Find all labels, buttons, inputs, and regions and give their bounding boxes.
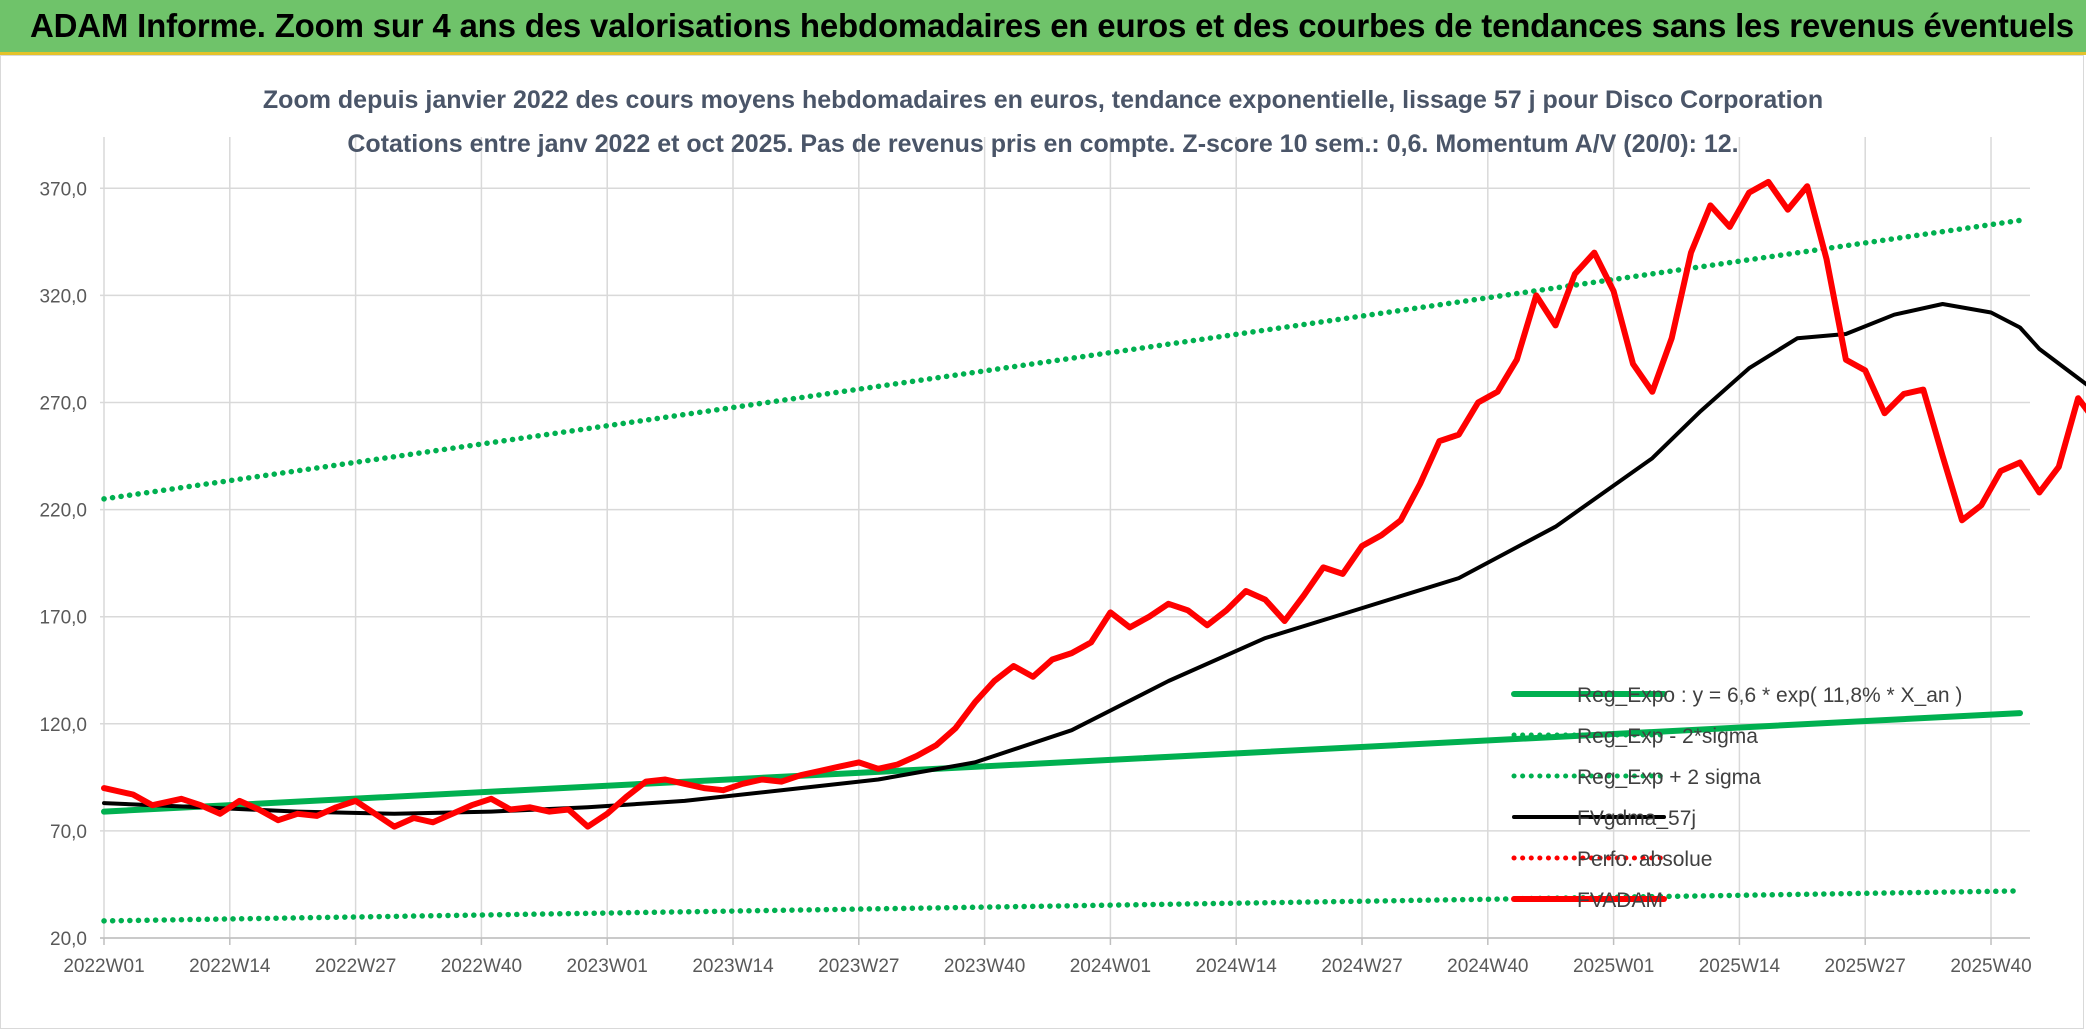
y-axis-ticks: 20,0 70,0 120,0 170,0 220,0 270,0 320,0 370,0	[39, 179, 87, 950]
regexp-plus2sigma-line	[101, 217, 2023, 502]
x-tick-label: 2025W14	[1699, 956, 1781, 977]
report-banner: ADAM Informe. Zoom sur 4 ans des valoris…	[0, 0, 2086, 55]
legend-perfo-absolue[interactable]: Perfo. absolue	[1511, 848, 1712, 871]
legend-regexp-plus2sigma[interactable]: Reg_Exp + 2 sigma	[1511, 766, 1761, 789]
x-axis-ticks: 2022W01 2022W14 2022W27 2022W40 2023W01 2023W…	[63, 938, 2032, 977]
regexp-minus2sigma-line	[101, 888, 2023, 924]
x-tick-label: 2025W01	[1573, 956, 1654, 977]
legend-label: FVgdma_57j	[1577, 807, 1696, 830]
x-tick-label: 2022W40	[441, 956, 522, 977]
series-lines	[101, 178, 2086, 924]
legend-fvadam[interactable]: FVADAM	[1511, 889, 1667, 912]
x-tick-label: 2023W14	[692, 956, 774, 977]
grid	[100, 137, 2030, 939]
x-tick-label: 2022W14	[189, 956, 271, 977]
legend-label: Reg_Expo : y = 6,6 * exp( 11,8% * X_an )	[1577, 684, 1962, 707]
legend-label: Reg_Exp + 2 sigma	[1577, 766, 1761, 789]
y-tick-label: 270,0	[39, 394, 87, 415]
x-tick-label: 2024W27	[1321, 956, 1402, 977]
x-tick-label: 2023W27	[818, 956, 899, 977]
chart-frame	[0, 55, 2084, 1029]
fvgdma-57j-line	[102, 302, 2086, 816]
y-tick-label: 220,0	[39, 501, 87, 522]
x-tick-label: 2025W40	[1950, 956, 2031, 977]
y-tick-label: 120,0	[39, 715, 87, 736]
x-tick-label: 2022W27	[315, 956, 396, 977]
x-tick-label: 2023W40	[944, 956, 1025, 977]
regexpo-line	[101, 710, 2023, 815]
x-tick-label: 2022W01	[63, 956, 144, 977]
chart-title: Zoom depuis janvier 2022 des cours moyen…	[263, 86, 1823, 114]
y-tick-label: 170,0	[39, 608, 87, 629]
x-tick-label: 2024W14	[1196, 956, 1278, 977]
chart-subtitle: Cotations entre janv 2022 et oct 2025. P…	[347, 130, 1738, 158]
x-tick-label: 2024W40	[1447, 956, 1528, 977]
y-tick-label: 70,0	[50, 822, 87, 843]
x-tick-label: 2025W27	[1825, 956, 1906, 977]
x-tick-label: 2023W01	[567, 956, 648, 977]
legend-regexpo[interactable]: Reg_Expo : y = 6,6 * exp( 11,8% * X_an )	[1511, 684, 1962, 707]
report-title: ADAM Informe. Zoom sur 4 ans des valoris…	[30, 7, 2074, 44]
legend-fvgdma-57j[interactable]: FVgdma_57j	[1512, 807, 1696, 830]
legend-regexp-minus2sigma[interactable]: Reg_Exp - 2*sigma	[1511, 725, 1758, 748]
y-tick-label: 370,0	[39, 179, 87, 200]
y-tick-label: 320,0	[39, 286, 87, 307]
legend-label: Reg_Exp - 2*sigma	[1577, 725, 1758, 748]
legend[interactable]: Reg_Expo : y = 6,6 * exp( 11,8% * X_an )…	[1511, 684, 1962, 912]
y-tick-label: 20,0	[50, 929, 87, 950]
fvadam-line	[101, 178, 2086, 830]
legend-label: FVADAM	[1577, 889, 1663, 912]
legend-label: Perfo. absolue	[1577, 848, 1712, 871]
x-tick-label: 2024W01	[1070, 956, 1151, 977]
